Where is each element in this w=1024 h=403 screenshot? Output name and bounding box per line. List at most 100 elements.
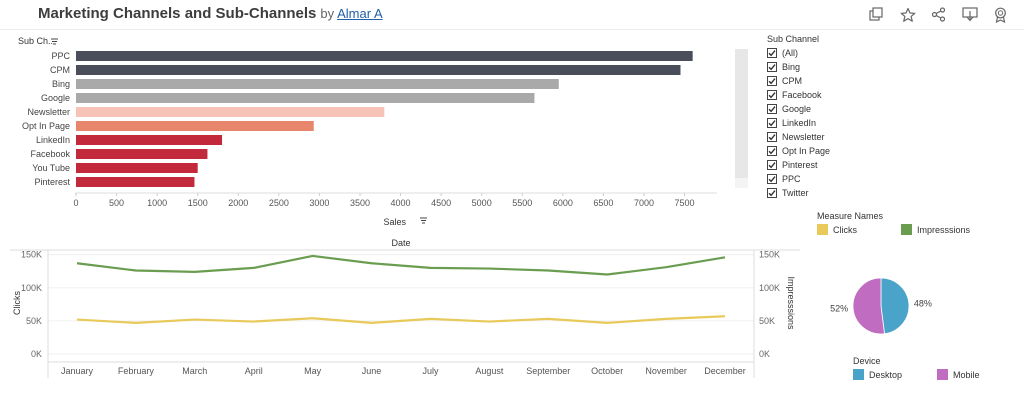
legend-label-desktop: Desktop — [869, 369, 903, 380]
bar-7 — [76, 149, 208, 159]
filter-item[interactable]: Google — [767, 102, 967, 116]
x-tick-label-14: 7000 — [634, 198, 654, 208]
filter-item[interactable]: Opt In Page — [767, 144, 967, 158]
filter-item-label: PPC — [782, 174, 801, 184]
star-icon[interactable] — [898, 5, 917, 24]
x-tick-label-4: 2000 — [228, 198, 248, 208]
y-right-title: Impresssions — [786, 276, 796, 330]
download-icon[interactable] — [960, 5, 979, 24]
bar-label-6: LinkedIn — [36, 135, 70, 145]
filter-item[interactable]: Newsletter — [767, 130, 967, 144]
legend-label-clicks: Clicks — [833, 224, 857, 235]
measure-names-legend: Measure Names Clicks Impresssions — [817, 211, 1017, 235]
share-icon[interactable] — [929, 5, 948, 24]
filter-item-label: CPM — [782, 76, 802, 86]
x-tick-label-11: 5500 — [512, 198, 532, 208]
legend-item-mobile[interactable]: Mobile — [937, 369, 1021, 380]
clicks-swatch — [817, 224, 828, 235]
pie-marks: 48% 52% — [830, 277, 932, 335]
bar-label-1: CPM — [50, 65, 70, 75]
mobile-swatch — [937, 369, 948, 380]
checkbox-checked-icon[interactable] — [767, 146, 777, 156]
series-line-0 — [76, 254, 726, 276]
filter-item-label: LinkedIn — [782, 118, 817, 128]
filter-item[interactable]: PPC — [767, 172, 967, 186]
month-label-2: March — [182, 366, 207, 376]
x-axis-title: Sales — [383, 217, 406, 227]
filter-item-label: Bing — [782, 62, 801, 72]
title-text: Marketing Channels and Sub-Channels — [38, 5, 317, 22]
bar-marks: PPC CPM Bing Google Newsletter Opt In Page Lin… — [22, 51, 695, 208]
pie-chart: 48% 52% — [830, 277, 932, 335]
x-tick-label-12: 6000 — [553, 198, 573, 208]
pie-label-1: 52% — [830, 304, 848, 314]
filter-item[interactable]: (All) — [767, 46, 967, 60]
checkbox-checked-icon[interactable] — [767, 118, 777, 128]
x-tick-label-7: 3500 — [350, 198, 370, 208]
filter-item[interactable]: Pinterest — [767, 158, 967, 172]
author-link[interactable]: Almar A — [337, 6, 383, 21]
checkbox-checked-icon[interactable] — [767, 90, 777, 100]
month-label-6: July — [422, 366, 439, 376]
x-tick-label-13: 6500 — [593, 198, 613, 208]
filter-title: Sub Channel — [767, 34, 820, 44]
badge-icon[interactable] — [991, 5, 1010, 24]
bar-label-9: Pinterest — [34, 177, 70, 187]
y-right-tick-0: 0K — [759, 349, 770, 359]
month-label-8: September — [526, 366, 570, 376]
device-legend-title: Device — [853, 356, 881, 366]
scrollbar-end — [735, 178, 748, 188]
checkbox-checked-icon[interactable] — [767, 48, 777, 58]
y-left-tick-2: 100K — [21, 283, 42, 293]
filter-item[interactable]: Facebook — [767, 88, 967, 102]
bar-9 — [76, 177, 195, 187]
filter-item[interactable]: LinkedIn — [767, 116, 967, 130]
pie-slice-1 — [852, 277, 885, 335]
x-sort-icon — [420, 217, 427, 224]
pie-slice-0 — [880, 277, 910, 335]
legend-item-clicks[interactable]: Clicks — [817, 224, 901, 235]
checkbox-checked-icon[interactable] — [767, 188, 777, 198]
x-tick-label-9: 4500 — [431, 198, 451, 208]
y-left-tick-0: 0K — [31, 349, 42, 359]
checkbox-checked-icon[interactable] — [767, 174, 777, 184]
x-tick-label-10: 5000 — [472, 198, 492, 208]
filter-item[interactable]: CPM — [767, 74, 967, 88]
by-text: by — [320, 6, 335, 21]
bar-label-3: Google — [41, 93, 70, 103]
filter-item[interactable]: Twitter — [767, 186, 967, 200]
bar-0 — [76, 51, 693, 61]
bar-label-7: Facebook — [30, 149, 70, 159]
bar-6 — [76, 135, 223, 145]
desktop-swatch — [853, 369, 864, 380]
month-label-7: August — [475, 366, 504, 376]
x-tick-label-0: 0 — [73, 198, 78, 208]
checkbox-checked-icon[interactable] — [767, 160, 777, 170]
duplicate-icon[interactable] — [867, 5, 886, 24]
legend-item-impressions[interactable]: Impresssions — [901, 224, 985, 235]
line-chart: 0K 0K 50K 50K 100K 100K 150K 150K January Februar… — [10, 238, 800, 378]
page-title: Marketing Channels and Sub-Channels by Alm… — [38, 5, 383, 22]
impressions-swatch — [901, 224, 912, 235]
sort-icon — [51, 38, 58, 45]
line-marks: 0K 0K 50K 50K 100K 100K 150K 150K January Februar… — [21, 250, 780, 376]
filter-item[interactable]: Bing — [767, 60, 967, 74]
bar-label-4: Newsletter — [27, 107, 70, 117]
x-tick-label-2: 1000 — [147, 198, 167, 208]
checkbox-checked-icon[interactable] — [767, 62, 777, 72]
pie-label-0: 48% — [914, 298, 932, 308]
legend-item-desktop[interactable]: Desktop — [853, 369, 937, 380]
checkbox-checked-icon[interactable] — [767, 132, 777, 142]
x-tick-label-8: 4000 — [391, 198, 411, 208]
month-label-5: June — [362, 366, 382, 376]
checkbox-checked-icon[interactable] — [767, 76, 777, 86]
month-label-0: January — [61, 366, 94, 376]
device-legend: Device Desktop Mobile — [853, 356, 1023, 380]
month-label-4: May — [304, 366, 322, 376]
checkbox-checked-icon[interactable] — [767, 104, 777, 114]
bar-chart: PPC CPM Bing Google Newsletter Opt In Page Lin… — [18, 36, 748, 227]
measure-legend-title: Measure Names — [817, 211, 884, 221]
filter-item-label: Newsletter — [782, 132, 825, 142]
month-label-9: October — [591, 366, 623, 376]
bar-1 — [76, 65, 681, 75]
